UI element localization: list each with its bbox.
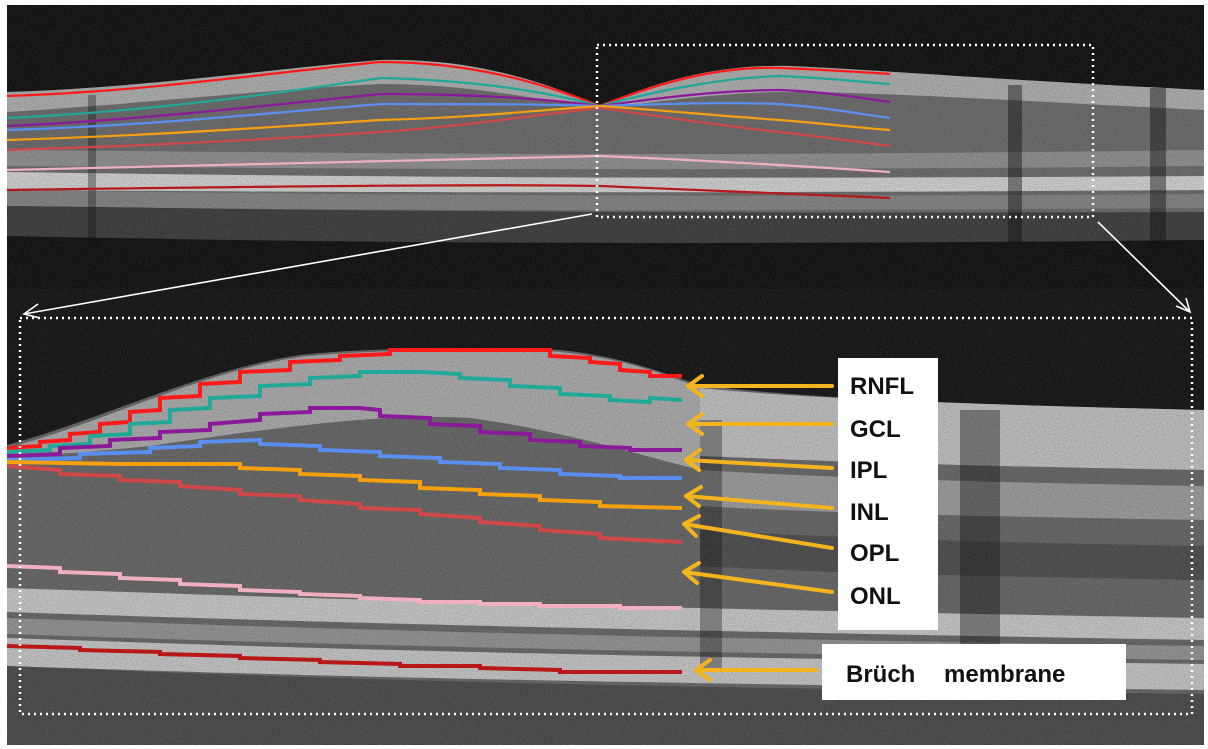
bruch-label-box xyxy=(822,644,1126,700)
bruch-boundary xyxy=(7,644,682,674)
overview-elm-boundary xyxy=(7,154,891,174)
onl-boundary xyxy=(7,464,683,544)
elm-boundary xyxy=(7,564,682,610)
right-connector-arrowhead xyxy=(1175,297,1192,314)
label-inl: INL xyxy=(850,499,889,526)
overview-gcl-boundary xyxy=(7,74,891,120)
rnfl-boundary xyxy=(7,348,682,450)
bruch-arrow xyxy=(694,658,818,682)
left-connector-arrowhead xyxy=(22,303,41,319)
label-bruch: Brüch xyxy=(846,661,915,688)
opl-arrow xyxy=(682,514,834,550)
label-ipl: IPL xyxy=(850,457,887,484)
zoom-connectors xyxy=(22,213,1192,319)
rnfl-arrow xyxy=(686,374,834,398)
label-membrane: membrane xyxy=(944,661,1065,688)
ipl-arrow xyxy=(684,448,834,472)
overview-panel xyxy=(7,5,1204,289)
ipl-boundary xyxy=(7,406,682,458)
overview-rnfl-boundary xyxy=(7,60,891,108)
right-connector-line xyxy=(1097,221,1191,313)
overview-onl-boundary xyxy=(7,106,891,152)
pointer-arrows xyxy=(682,374,834,682)
left-connector-line xyxy=(23,213,593,315)
inl-boundary xyxy=(7,437,682,480)
zoom-frame xyxy=(18,316,1194,716)
label-onl: ONL xyxy=(850,583,901,610)
overview-ipl-boundary xyxy=(7,88,891,128)
zoom-region-box xyxy=(595,43,1095,219)
overview-inl-boundary xyxy=(7,102,891,132)
gcl-arrow xyxy=(686,412,834,436)
overview-opl-boundary xyxy=(7,104,891,142)
opl-boundary xyxy=(7,460,683,510)
label-gcl: GCL xyxy=(850,416,901,443)
label-rnfl: RNFL xyxy=(850,373,914,400)
overview-bruch-boundary xyxy=(7,184,891,200)
layer-label-box xyxy=(838,358,938,630)
label-opl: OPL xyxy=(850,540,899,567)
onl-arrow xyxy=(682,561,834,594)
inl-arrow xyxy=(684,485,834,510)
gcl-boundary xyxy=(7,370,683,454)
